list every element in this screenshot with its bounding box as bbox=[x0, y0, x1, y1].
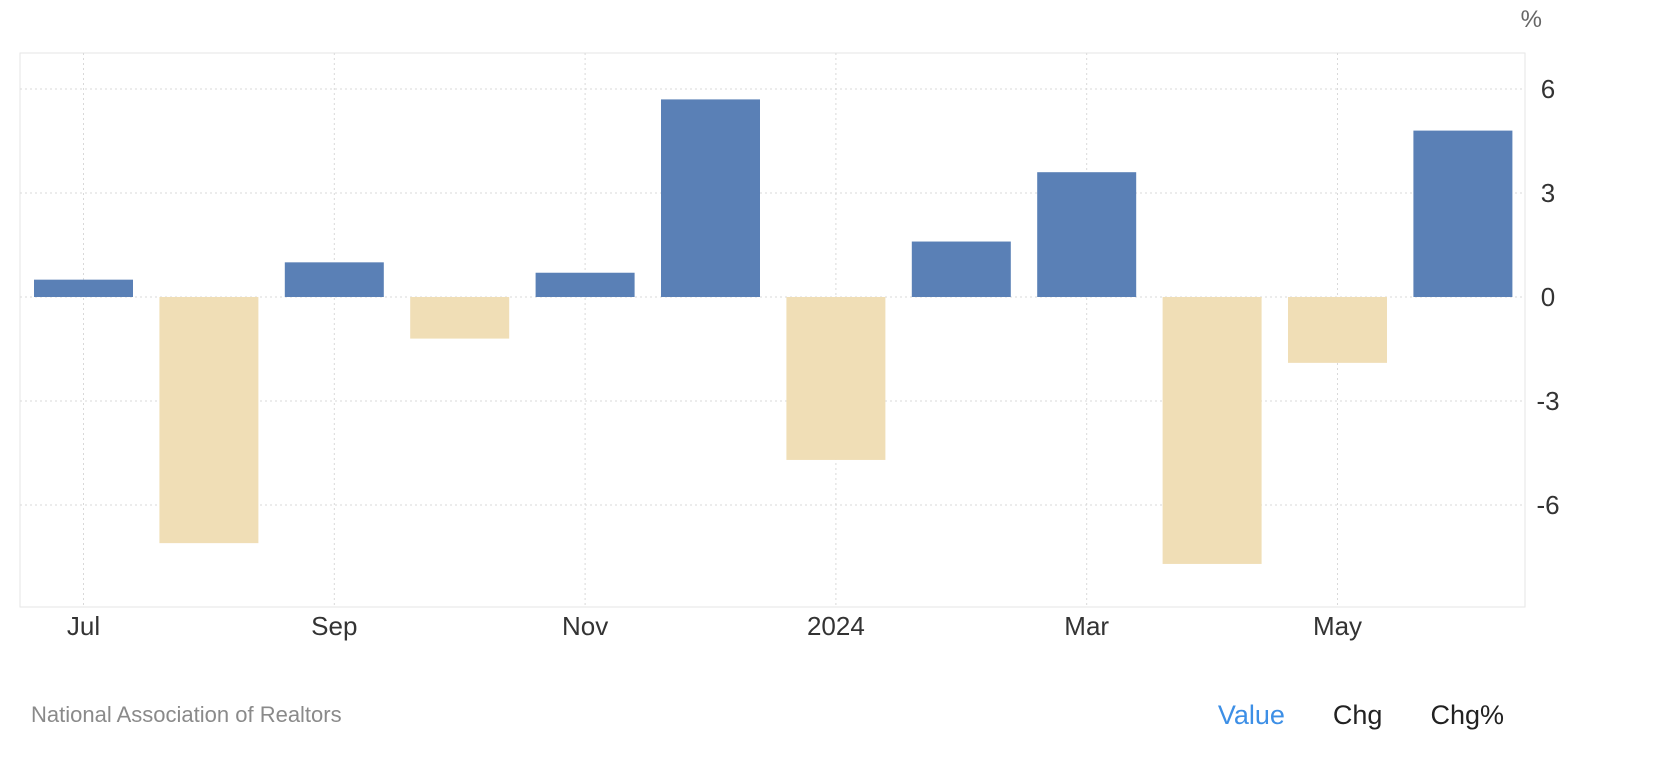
bar-feb bbox=[911, 241, 1011, 297]
y-tick-label: 6 bbox=[1541, 74, 1555, 104]
y-tick-label: -6 bbox=[1536, 490, 1559, 520]
y-tick-label: 3 bbox=[1541, 178, 1555, 208]
bar-aug bbox=[159, 297, 259, 544]
chart-container: % 6 3 0 -3 -6 Jul Sep Nov 2024 Mar May bbox=[19, 6, 1560, 641]
x-tick-label: 2024 bbox=[807, 611, 865, 641]
bar-dec bbox=[661, 99, 760, 298]
y-tick-label: 0 bbox=[1541, 282, 1555, 312]
bar-2024 bbox=[786, 297, 886, 460]
x-tick-label: Mar bbox=[1064, 611, 1109, 641]
bar-oct bbox=[410, 297, 510, 339]
view-chg-pct-button[interactable]: Chg% bbox=[1430, 700, 1504, 730]
x-tick-label: Sep bbox=[311, 611, 357, 641]
y-tick-label: -3 bbox=[1536, 386, 1559, 416]
bar-sep bbox=[284, 262, 384, 297]
plot-frame bbox=[19, 52, 1526, 608]
view-chg-button[interactable]: Chg bbox=[1332, 700, 1383, 730]
source-label: National Association of Realtors bbox=[31, 702, 342, 727]
bar-apr bbox=[1162, 297, 1262, 564]
view-toggle: Value Chg Chg% bbox=[1218, 700, 1504, 731]
bar-may bbox=[1288, 297, 1387, 363]
x-tick-label: Jul bbox=[67, 611, 100, 641]
y-unit-label: % bbox=[1520, 6, 1542, 33]
chart-footer: National Association of Realtors Value C… bbox=[0, 700, 1670, 760]
x-tick-label: Nov bbox=[562, 611, 608, 641]
bar-jun bbox=[1413, 130, 1513, 297]
bar-jul bbox=[34, 279, 133, 297]
bar-mar bbox=[1037, 172, 1137, 297]
bar-nov bbox=[535, 272, 635, 297]
x-tick-label: May bbox=[1313, 611, 1362, 641]
view-value-button[interactable]: Value bbox=[1217, 700, 1285, 730]
bar-chart: 6 3 0 -3 -6 Jul Sep Nov 2024 Mar May bbox=[19, 52, 1560, 641]
